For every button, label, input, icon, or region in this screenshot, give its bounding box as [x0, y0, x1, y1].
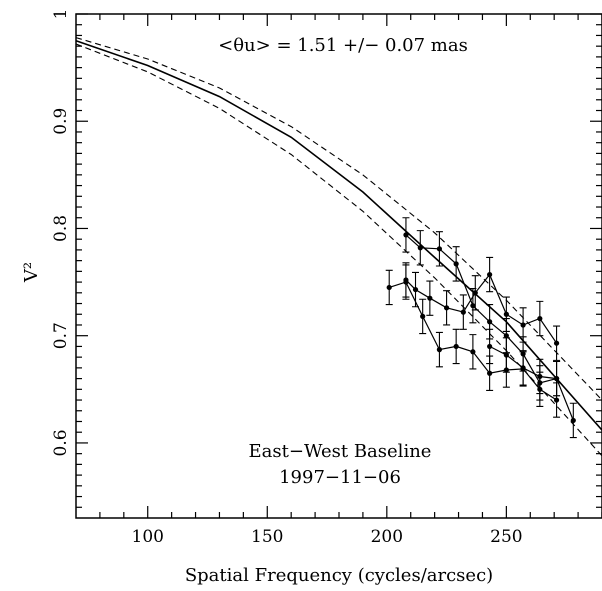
model-curve-dashed-2 [75, 43, 602, 457]
data-point [537, 315, 543, 322]
data-point [503, 352, 509, 358]
data-point [453, 343, 459, 350]
series-line [489, 345, 574, 421]
annotation-theta: <θu> = 1.51 +/− 0.07 mas [218, 35, 468, 56]
data-point [487, 343, 493, 350]
data-point [436, 246, 443, 252]
data-point [570, 417, 576, 424]
y-tick-label: 0.7 [51, 322, 71, 349]
data-point [537, 373, 543, 380]
data-point [453, 261, 459, 267]
data-point [403, 277, 409, 283]
axis-tick-labels: 100 150 200 250 0.6 0.7 0.8 0.9 1 [51, 9, 523, 547]
data-point [503, 311, 509, 317]
y-tick-label: 1 [51, 9, 71, 20]
x-tick-label: 100 [132, 527, 164, 547]
data-point [553, 375, 560, 382]
data-point [503, 333, 509, 339]
series-2 [402, 256, 561, 361]
data-point [487, 370, 493, 376]
annotation-baseline: East−West Baseline [249, 441, 432, 462]
data-point [472, 290, 478, 296]
data-point [487, 319, 493, 325]
data-point [386, 284, 392, 291]
model-curve-solid-0 [75, 40, 602, 431]
data-point [420, 313, 426, 319]
data-point [412, 286, 419, 293]
x-tick-label: 200 [371, 527, 403, 547]
series-3 [486, 328, 577, 439]
model-curve-dashed-1 [75, 37, 602, 401]
data-point [417, 245, 423, 251]
x-tick-label: 250 [490, 527, 522, 547]
series-line [405, 273, 558, 344]
data-point [427, 295, 433, 301]
data-point [436, 347, 443, 353]
data-point [470, 303, 476, 309]
model-curves [75, 37, 602, 457]
annotation-date: 1997−11−06 [279, 467, 401, 488]
series-line [405, 234, 557, 384]
y-tick-label: 0.9 [51, 108, 71, 135]
data-point [460, 309, 466, 315]
axis-ticks [76, 13, 602, 518]
y-axis-title: V² [21, 262, 42, 283]
data-point [487, 271, 493, 278]
data-point [403, 232, 409, 238]
series-1 [385, 264, 561, 418]
data-point [553, 397, 560, 403]
data-point [520, 322, 526, 328]
data-point [520, 365, 526, 371]
data-point [470, 349, 476, 355]
y-tick-label: 0.6 [51, 429, 71, 456]
x-axis-title: Spatial Frequency (cycles/arcsec) [185, 565, 493, 586]
data-point [553, 340, 560, 346]
x-tick-label: 150 [251, 527, 283, 547]
data-series [385, 217, 577, 439]
y-tick-label: 0.8 [51, 215, 71, 242]
data-point [443, 305, 450, 311]
